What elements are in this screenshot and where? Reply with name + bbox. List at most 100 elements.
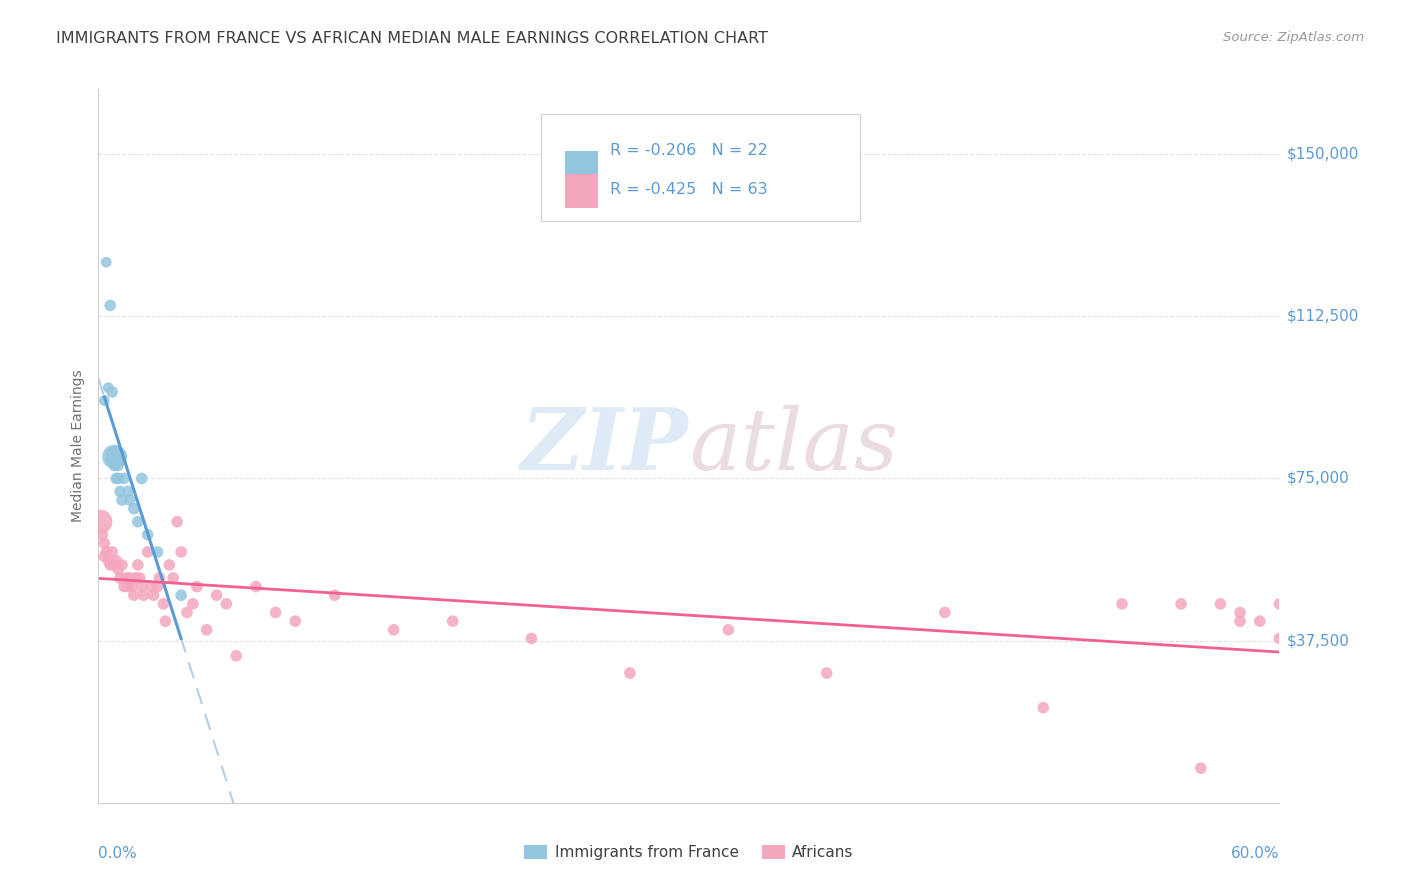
Point	[186, 580, 208, 594]
Point	[142, 588, 165, 602]
Point	[101, 384, 124, 399]
Point	[215, 597, 238, 611]
Text: 60.0%: 60.0%	[1232, 846, 1279, 861]
FancyBboxPatch shape	[541, 114, 860, 221]
Point	[96, 545, 118, 559]
Point	[146, 545, 169, 559]
Point	[128, 571, 150, 585]
Point	[115, 571, 138, 585]
Point	[105, 471, 128, 485]
Point	[97, 381, 120, 395]
Point	[157, 558, 180, 572]
Text: ZIP: ZIP	[522, 404, 689, 488]
Point	[112, 471, 135, 485]
Point	[205, 588, 228, 602]
Point	[93, 393, 115, 408]
Point	[1268, 632, 1291, 646]
Point	[195, 623, 218, 637]
Point	[717, 623, 740, 637]
Point	[111, 558, 134, 572]
Point	[323, 588, 346, 602]
Point	[107, 471, 129, 485]
Point	[121, 580, 143, 594]
Legend: Immigrants from France, Africans: Immigrants from France, Africans	[519, 839, 859, 866]
Text: R = -0.206   N = 22: R = -0.206 N = 22	[610, 144, 768, 158]
Point	[131, 471, 153, 485]
Point	[132, 588, 155, 602]
Point	[108, 571, 131, 585]
Point	[103, 558, 125, 572]
Point	[141, 580, 163, 594]
Point	[181, 597, 204, 611]
Point	[122, 588, 145, 602]
Point	[108, 484, 131, 499]
Point	[520, 632, 543, 646]
Point	[107, 562, 129, 576]
Point	[96, 255, 118, 269]
Point	[98, 558, 121, 572]
Point	[934, 606, 956, 620]
Point	[1189, 761, 1212, 775]
Point	[1268, 597, 1291, 611]
Y-axis label: Median Male Earnings: Median Male Earnings	[72, 369, 86, 523]
Point	[136, 527, 159, 541]
Point	[117, 580, 139, 594]
Text: 0.0%: 0.0%	[98, 846, 138, 861]
Point	[111, 493, 134, 508]
Point	[284, 614, 307, 628]
Point	[382, 623, 405, 637]
Point	[136, 545, 159, 559]
Bar	[565, 174, 598, 208]
Point	[1170, 597, 1192, 611]
Point	[225, 648, 247, 663]
Point	[131, 580, 153, 594]
Point	[1032, 700, 1054, 714]
Point	[97, 553, 120, 567]
Text: Source: ZipAtlas.com: Source: ZipAtlas.com	[1223, 31, 1364, 45]
Point	[155, 614, 177, 628]
Point	[117, 484, 139, 499]
Point	[176, 606, 198, 620]
Point	[441, 614, 464, 628]
Point	[103, 458, 125, 473]
Point	[1229, 614, 1251, 628]
Point	[112, 580, 135, 594]
Point	[148, 571, 170, 585]
Point	[619, 666, 641, 681]
Point	[91, 527, 114, 541]
Text: IMMIGRANTS FROM FRANCE VS AFRICAN MEDIAN MALE EARNINGS CORRELATION CHART: IMMIGRANTS FROM FRANCE VS AFRICAN MEDIAN…	[56, 31, 768, 46]
Point	[122, 501, 145, 516]
Point	[118, 493, 141, 508]
Point	[166, 515, 188, 529]
Point	[245, 580, 267, 594]
Point	[98, 298, 121, 312]
Text: R = -0.425   N = 63: R = -0.425 N = 63	[610, 182, 768, 197]
Point	[105, 450, 128, 464]
Point	[125, 571, 148, 585]
Point	[93, 536, 115, 550]
Point	[170, 588, 193, 602]
Point	[107, 458, 129, 473]
Text: atlas: atlas	[689, 405, 898, 487]
Point	[152, 597, 174, 611]
Point	[1111, 597, 1133, 611]
Point	[118, 571, 141, 585]
Point	[89, 515, 111, 529]
Text: $150,000: $150,000	[1286, 146, 1358, 161]
Point	[105, 553, 128, 567]
Point	[1209, 597, 1232, 611]
Point	[162, 571, 184, 585]
Point	[815, 666, 838, 681]
Point	[1249, 614, 1271, 628]
Point	[127, 515, 149, 529]
Text: $37,500: $37,500	[1286, 633, 1350, 648]
Point	[1229, 606, 1251, 620]
Point	[101, 545, 124, 559]
Point	[170, 545, 193, 559]
Point	[146, 580, 169, 594]
Bar	[565, 151, 598, 185]
Point	[127, 558, 149, 572]
Point	[93, 549, 115, 564]
Point	[103, 450, 125, 464]
Point	[264, 606, 287, 620]
